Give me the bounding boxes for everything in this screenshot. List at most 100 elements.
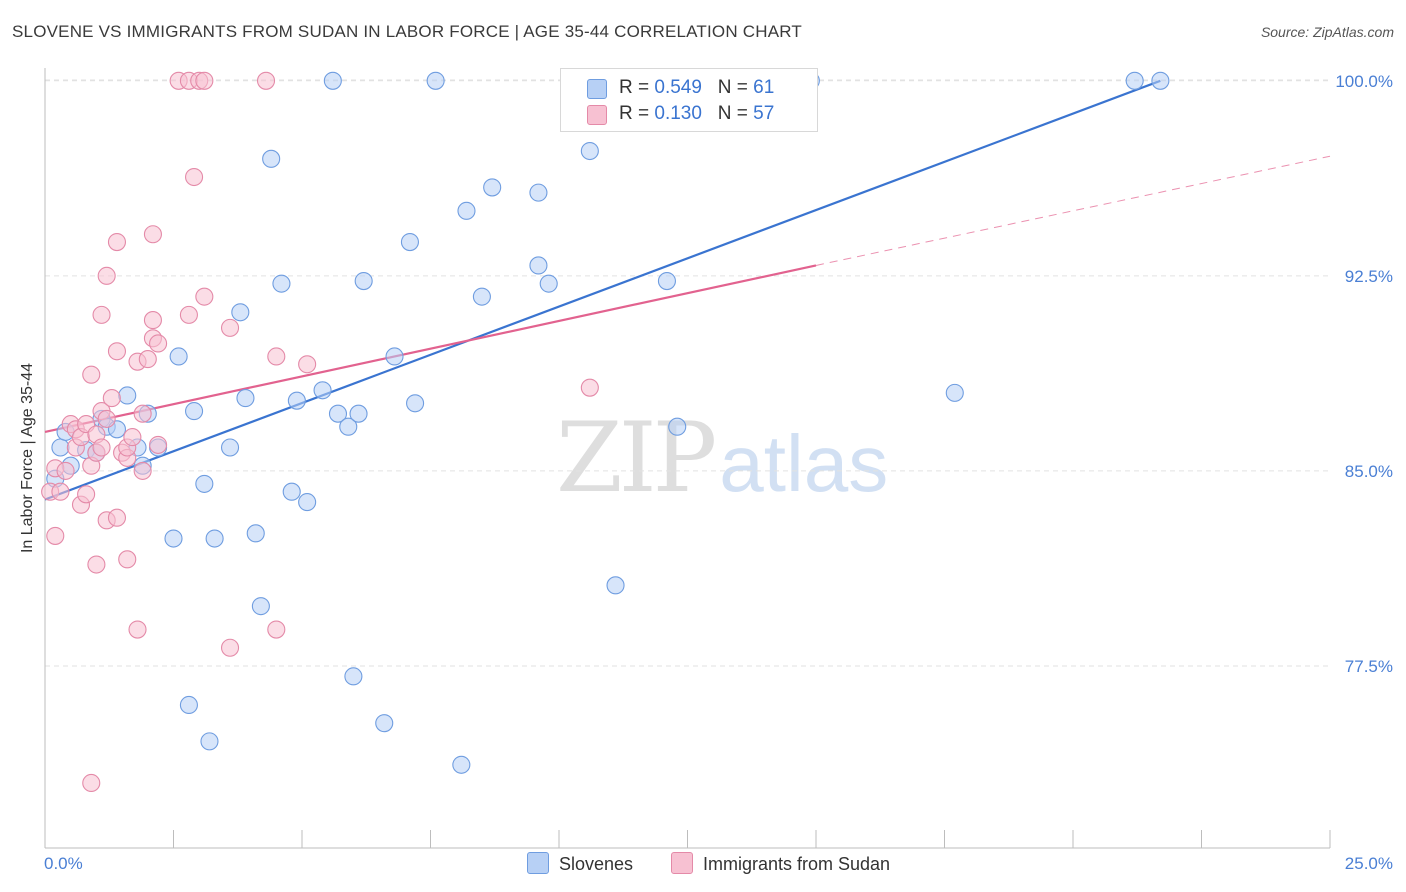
point-slovenes [169, 347, 188, 366]
point-sudan [77, 485, 96, 504]
stats-legend: R = 0.549 N = 61 R = 0.130 N = 57 [560, 68, 818, 132]
point-sudan [56, 461, 75, 480]
point-sudan [195, 71, 214, 90]
y-tick-label: 100.0% [1335, 72, 1393, 91]
point-slovenes [272, 274, 291, 293]
point-slovenes [375, 714, 394, 733]
point-slovenes [164, 529, 183, 548]
point-slovenes [1151, 71, 1170, 90]
watermark-zip: ZIP [556, 402, 717, 514]
legend-n-label: N = [717, 103, 748, 124]
tick-labels: 77.5% 85.0% 92.5% 100.0% 0.0% 25.0% [44, 72, 1393, 873]
point-slovenes [220, 438, 240, 457]
point-sudan [118, 550, 137, 569]
point-slovenes [185, 402, 204, 421]
axes [44, 68, 1331, 849]
watermark: ZIPatlas [556, 402, 888, 514]
legend-swatch-sudan [587, 105, 607, 125]
point-slovenes [323, 71, 342, 90]
point-sudan [92, 438, 111, 457]
point-sudan [149, 334, 168, 353]
trend-line-slovenes [44, 79, 1161, 501]
point-slovenes [606, 576, 625, 595]
point-sudan [298, 355, 317, 374]
point-sudan [580, 378, 599, 397]
point-slovenes [179, 695, 198, 715]
point-sudan [97, 409, 116, 428]
point-slovenes [657, 272, 676, 291]
y-tick-label: 77.5% [1345, 657, 1393, 676]
bottom-legend-swatch-sudan [671, 852, 693, 874]
point-sudan [102, 389, 121, 408]
bottom-legend-label-sudan: Immigrants from Sudan [703, 854, 891, 874]
point-sudan [107, 508, 127, 527]
point-slovenes [945, 383, 964, 402]
point-sudan [256, 71, 276, 90]
point-sudan [195, 287, 214, 306]
legend-r-value-sudan: 0.130 [654, 103, 702, 124]
bottom-legend-slovenes: Slovenes [527, 852, 633, 875]
point-slovenes [51, 438, 70, 457]
bottom-legend-label-slovenes: Slovenes [559, 854, 634, 874]
point-slovenes [205, 529, 224, 548]
point-sudan [97, 266, 116, 285]
point-sudan [133, 404, 152, 423]
chart-title: SLOVENE VS IMMIGRANTS FROM SUDAN IN LABO… [12, 22, 802, 41]
point-slovenes [231, 303, 250, 322]
gridlines [45, 79, 1330, 667]
y-tick-label: 85.0% [1345, 462, 1393, 481]
point-slovenes [426, 71, 445, 90]
point-slovenes [118, 386, 137, 405]
point-slovenes [668, 417, 687, 436]
legend-r-label: R = [619, 77, 650, 98]
point-slovenes [457, 201, 476, 220]
point-slovenes [246, 524, 265, 543]
point-slovenes [282, 482, 301, 501]
point-slovenes [483, 178, 502, 197]
point-slovenes [287, 391, 306, 410]
point-sudan [82, 365, 101, 384]
point-slovenes [344, 667, 363, 686]
point-sudan [143, 225, 162, 244]
legend-n-label: N = [717, 77, 748, 98]
point-slovenes [539, 274, 558, 293]
point-sudan [220, 638, 240, 657]
point-sudan [82, 773, 101, 793]
point-slovenes [200, 732, 219, 751]
point-slovenes [452, 755, 471, 774]
trend-line-sudan [44, 264, 817, 433]
source-credit: Source: ZipAtlas.com [1260, 24, 1394, 40]
legend-n-value-sudan: 57 [753, 103, 775, 124]
legend-r-value-slovenes: 0.549 [654, 77, 702, 98]
point-slovenes [580, 141, 599, 161]
point-sudan [149, 435, 168, 454]
legend-swatch-slovenes [587, 79, 607, 99]
trend-line-sudan-extension [815, 155, 1331, 266]
point-sudan [51, 482, 70, 501]
point-slovenes [1125, 71, 1144, 90]
legend-r-label: R = [619, 103, 650, 124]
point-sudan [267, 347, 286, 366]
point-slovenes [529, 256, 548, 275]
point-slovenes [236, 389, 255, 408]
point-sudan [107, 232, 127, 252]
point-sudan [179, 305, 198, 324]
point-slovenes [400, 232, 419, 252]
point-sudan [220, 318, 240, 337]
point-slovenes [313, 381, 332, 400]
data-points [41, 71, 1170, 793]
point-slovenes [354, 272, 373, 291]
point-slovenes [349, 404, 368, 423]
point-sudan [123, 428, 142, 447]
y-tick-label: 92.5% [1345, 267, 1393, 286]
point-slovenes [472, 287, 491, 306]
bottom-legend-sudan: Immigrants from Sudan [671, 852, 890, 875]
point-sudan [143, 311, 162, 330]
watermark-atlas: atlas [719, 419, 889, 508]
point-sudan [138, 350, 157, 369]
point-slovenes [529, 183, 548, 202]
point-sudan [46, 526, 65, 545]
point-slovenes [262, 149, 281, 168]
point-slovenes [385, 347, 404, 366]
